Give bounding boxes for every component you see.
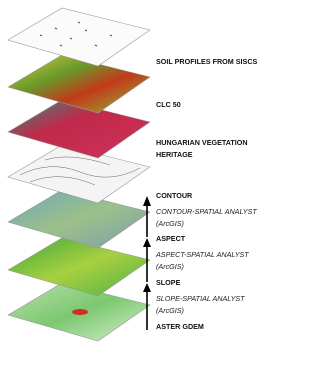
layer-label: CONTOUR bbox=[156, 191, 193, 200]
layer-label: CLC 50 bbox=[156, 100, 181, 109]
slope-layer bbox=[8, 238, 150, 296]
layer-label: SLOPE bbox=[156, 278, 181, 287]
layers bbox=[8, 8, 150, 341]
arrow-head bbox=[143, 238, 151, 247]
tool-note: (ArcGIS) bbox=[156, 306, 184, 315]
arrow-head bbox=[143, 196, 151, 206]
arrow-head bbox=[143, 283, 151, 292]
aspect-layer bbox=[8, 190, 150, 248]
clc-layer bbox=[8, 55, 150, 113]
layer-label: HERITAGE bbox=[156, 150, 193, 159]
tool-label: ASPECT-SPATIAL ANALYST bbox=[155, 250, 249, 259]
layer-diagram: SOIL PROFILES FROM SISCS CLC 50 HUNGARIA… bbox=[0, 0, 269, 368]
tool-note: (ArcGIS) bbox=[156, 219, 184, 228]
soil-profiles-layer bbox=[8, 8, 150, 66]
layer-label: SOIL PROFILES FROM SISCS bbox=[156, 57, 258, 66]
tool-label: SLOPE-SPATIAL ANALYST bbox=[156, 294, 245, 303]
vegetation-layer bbox=[8, 100, 150, 158]
layer-label: ASTER GDEM bbox=[156, 322, 204, 331]
tool-note: (ArcGIS) bbox=[156, 262, 184, 271]
layer-label: ASPECT bbox=[156, 234, 186, 243]
tool-label: CONTOUR-SPATIAL ANALYST bbox=[156, 207, 257, 216]
labels: SOIL PROFILES FROM SISCS CLC 50 HUNGARIA… bbox=[155, 57, 258, 331]
layer-label: HUNGARIAN VEGETATION bbox=[156, 138, 248, 147]
contour-layer bbox=[8, 145, 150, 203]
dem-peak bbox=[72, 309, 88, 315]
